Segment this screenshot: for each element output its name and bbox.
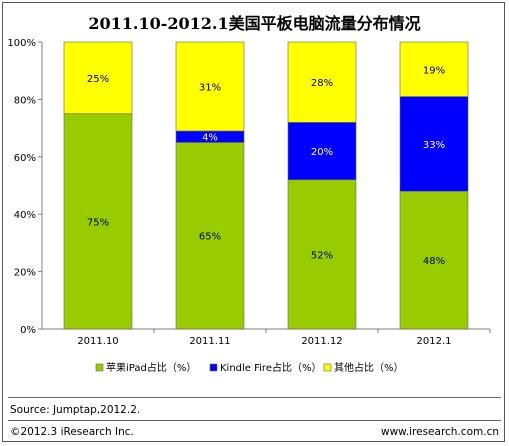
x-tick-label: 2011.11 [189, 336, 230, 347]
footer-divider [8, 420, 501, 421]
website-link[interactable]: www.iresearch.com.cn [380, 426, 499, 438]
x-tick-label: 2011.12 [301, 336, 342, 347]
legend-swatch [209, 363, 218, 372]
y-tick-label: 60% [14, 153, 36, 164]
data-label: 52% [311, 250, 333, 261]
source-note: Source: Jumptap,2012.2. [10, 404, 141, 416]
data-label: 4% [202, 133, 218, 144]
y-tick-label: 40% [14, 210, 36, 221]
data-label: 75% [87, 217, 109, 228]
chart-title: 2011.10-2012.1美国平板电脑流量分布情况 [88, 14, 421, 33]
data-label: 33% [423, 140, 445, 151]
x-tick-label: 2012.1 [417, 336, 452, 347]
bar-segment [63, 41, 133, 115]
legend-label: 其他占比（%） [334, 361, 404, 374]
data-label: 19% [423, 65, 445, 76]
bar-segment [63, 113, 133, 330]
data-label: 20% [311, 147, 333, 158]
data-label: 28% [311, 78, 333, 89]
bar-segment [399, 96, 469, 192]
legend-label: Kindle Fire占比（%） [220, 361, 321, 374]
y-tick-label: 20% [14, 268, 36, 279]
bar-segment [287, 41, 357, 123]
data-label: 25% [87, 74, 109, 85]
bar-segment [175, 142, 245, 330]
x-tick-label: 2011.10 [77, 336, 118, 347]
bar-segment [399, 190, 469, 330]
y-tick-label: 100% [7, 38, 36, 49]
y-tick-label: 0% [20, 325, 36, 336]
bar-segment [399, 41, 469, 97]
bar-segment [175, 41, 245, 132]
chart-frame [2, 2, 505, 442]
legend-swatch [95, 363, 104, 372]
source-divider [8, 397, 501, 398]
copyright-text: ©2012.3 iResearch Inc. [10, 426, 134, 438]
y-tick-label: 80% [14, 95, 36, 106]
bar-segment [287, 122, 357, 181]
data-label: 48% [423, 256, 445, 267]
data-label: 31% [199, 82, 221, 93]
legend-swatch [323, 363, 332, 372]
data-label: 65% [199, 232, 221, 243]
legend-label: 苹果iPad占比（%） [106, 361, 196, 374]
